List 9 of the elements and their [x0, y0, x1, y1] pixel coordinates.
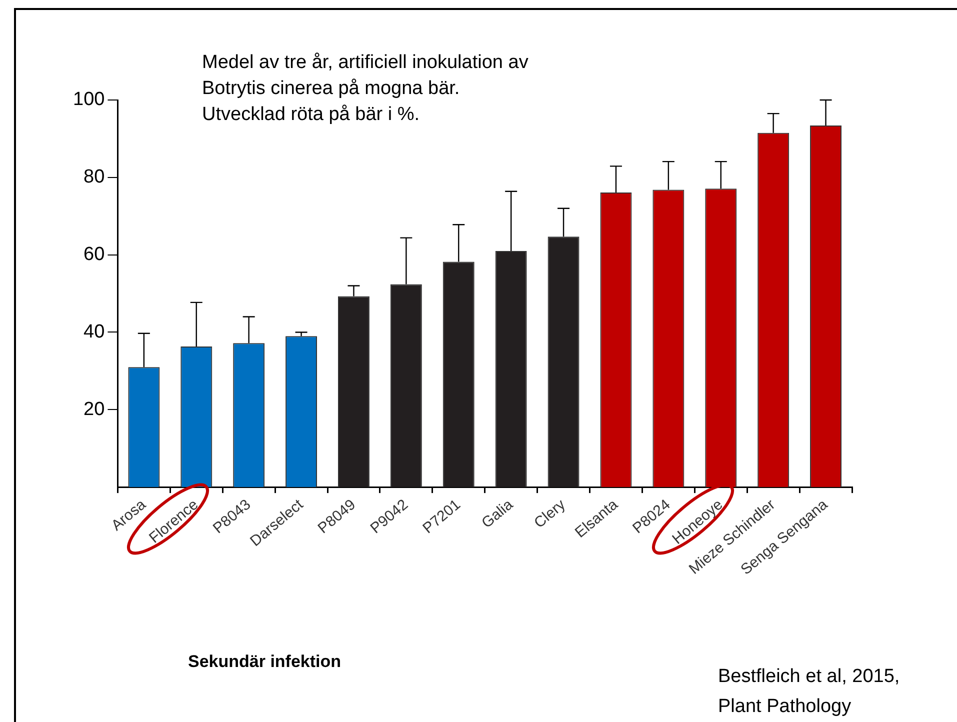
text: Bestfleich et al, 2015, Plant Pathology [718, 665, 900, 719]
chart-title: Medel av tre år, artificiell inokulation av Botrytis cinerea på mogna bär. Utvecklad röta på bär i %. [202, 51, 528, 127]
y-tick-label: 40 [84, 321, 105, 342]
y-tick-label: 60 [84, 244, 105, 266]
y-tick-label: 80 [84, 166, 105, 188]
text: Sekundär infektion [188, 652, 342, 672]
y-tick-label: 20 [84, 398, 105, 420]
y-tick-label: 100 [73, 89, 105, 110]
x-tick-label: Galia [478, 496, 517, 532]
